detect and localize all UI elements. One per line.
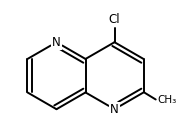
Text: N: N <box>52 36 61 49</box>
Text: CH₃: CH₃ <box>157 95 176 105</box>
Text: N: N <box>110 103 119 116</box>
Text: Cl: Cl <box>109 14 120 26</box>
